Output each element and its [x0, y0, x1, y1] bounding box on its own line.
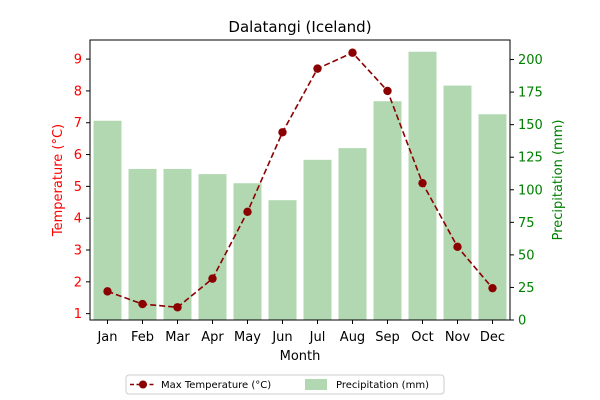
y-left-tick-label: 8: [74, 84, 82, 99]
point-mar: [173, 303, 182, 312]
point-apr: [208, 274, 217, 283]
x-tick-label: Feb: [131, 330, 154, 345]
y-right-tick-label: 125: [518, 151, 543, 166]
temperature-line: [103, 48, 497, 312]
bar-nov: [443, 85, 472, 321]
y-right-tick-label: 50: [518, 248, 535, 263]
legend-frame: [125, 374, 445, 395]
x-tick-label: Oct: [411, 330, 433, 345]
y-right-tick-label: 0: [518, 314, 526, 329]
y-right-tick-label: 150: [518, 118, 543, 133]
x-tick-label: Mar: [165, 330, 190, 345]
bar-mar: [163, 168, 192, 320]
precipitation-bars: [93, 51, 507, 321]
point-feb: [138, 299, 147, 309]
x-tick-label: Jan: [96, 330, 117, 345]
legend: Max Temperature (°C) Precipitation (mm): [125, 374, 445, 395]
legend-line-marker: [139, 380, 147, 389]
x-tick-label: Aug: [340, 330, 365, 345]
y-right-tick-label: 175: [518, 86, 543, 101]
legend-label-temperature: Max Temperature (°C): [161, 380, 271, 391]
y-axis-right-label: Precipitation (mm): [551, 120, 566, 241]
y-left-tick-label: 2: [74, 275, 82, 290]
bar-feb: [128, 168, 157, 320]
x-tick-label: Jun: [271, 330, 292, 345]
bar-apr: [198, 174, 227, 320]
x-tick-label: Jul: [309, 330, 326, 345]
y-axis-left-label: Temperature (°C): [51, 124, 66, 237]
bar-jan: [93, 120, 122, 320]
bar-jun: [268, 200, 297, 320]
x-tick-label: May: [234, 330, 261, 345]
y-right-tick-label: 200: [518, 53, 543, 68]
bar-jul: [303, 159, 332, 320]
point-jan: [103, 287, 112, 296]
y-left-tick-label: 4: [74, 212, 82, 227]
bar-aug: [338, 148, 367, 320]
point-oct: [418, 178, 427, 188]
bar-sep: [373, 101, 402, 320]
chart-title: Dalatangi (Iceland): [228, 18, 371, 36]
x-tick-label: Apr: [201, 330, 224, 345]
temperature-series-line: [107, 51, 494, 309]
plot-area-frame: [89, 39, 511, 321]
point-jul: [313, 64, 322, 73]
y-left-tick-label: 1: [74, 307, 82, 322]
x-tick-label: Nov: [445, 330, 471, 345]
legend-bar-swatch: [305, 379, 327, 390]
x-axis: Jan Feb Mar Apr May Jun Jul Aug Sep Oct Nov Dec: [96, 320, 505, 345]
y-left-tick-label: 3: [74, 244, 82, 259]
y-left-tick-label: 9: [74, 53, 82, 68]
y-left-tick-label: 7: [74, 116, 82, 131]
point-may: [243, 207, 252, 217]
y-left-tick-label: 6: [74, 148, 82, 163]
y-axis-left: 1 2 3 4 5 6 7 8 9: [74, 53, 90, 322]
point-nov: [453, 242, 462, 252]
x-axis-label: Month: [280, 349, 321, 364]
legend-label-precipitation: Precipitation (mm): [336, 380, 429, 391]
point-dec: [488, 283, 497, 293]
point-aug: [348, 48, 357, 57]
y-right-tick-label: 25: [518, 281, 535, 296]
point-sep: [383, 86, 392, 96]
y-right-tick-label: 100: [518, 183, 543, 198]
y-right-tick-label: 75: [518, 216, 535, 231]
x-tick-label: Sep: [375, 330, 400, 345]
bar-may: [233, 183, 262, 320]
point-jun: [278, 128, 287, 137]
y-left-tick-label: 5: [74, 180, 82, 195]
y-axis-right: 0 25 50 75 100 125 150 175 200: [510, 53, 543, 329]
x-tick-label: Dec: [480, 330, 505, 345]
